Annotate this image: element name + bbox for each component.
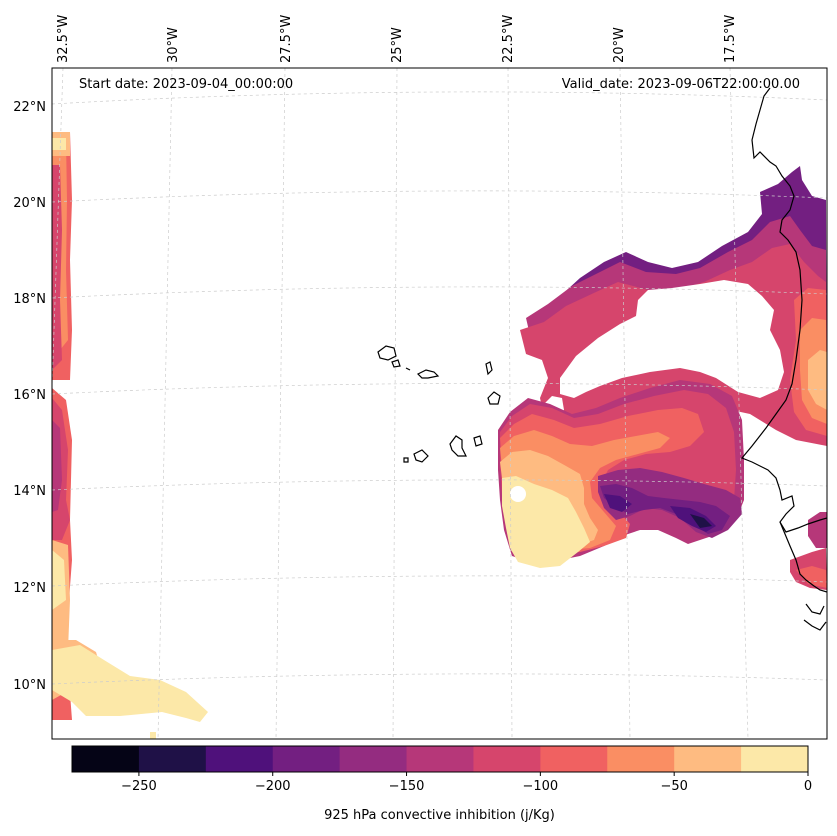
colorbar-tick-label: −250 bbox=[121, 779, 157, 794]
lat-label: 20°N bbox=[13, 196, 46, 211]
colorbar-tick-label: 0 bbox=[804, 779, 812, 794]
coastlines bbox=[377, 87, 827, 631]
colorbar-bin bbox=[473, 746, 541, 772]
colorbar-bin bbox=[741, 746, 809, 772]
cin-field-main bbox=[498, 166, 827, 568]
cin-field-bottom-left bbox=[52, 640, 208, 739]
lon-label: 17.5°W bbox=[723, 15, 738, 63]
cape-verde-sao-vicente bbox=[391, 359, 401, 368]
cape-verde-brava bbox=[403, 457, 409, 463]
colorbar-tick-label: −50 bbox=[660, 779, 687, 794]
lat-label: 22°N bbox=[13, 100, 46, 115]
lon-label: 25°W bbox=[390, 27, 405, 63]
lon-label: 32.5°W bbox=[56, 15, 71, 63]
colorbar-bin bbox=[406, 746, 474, 772]
longitude-labels: 32.5°W 30°W 27.5°W 25°W 22.5°W 20°W 17.5… bbox=[56, 15, 738, 63]
colorbar-bin bbox=[339, 746, 408, 772]
colorbar-bin bbox=[540, 746, 608, 772]
cape-verde-sao-nicolau bbox=[416, 369, 440, 379]
cape-verde-maio bbox=[473, 435, 483, 447]
colorbar-bin bbox=[607, 746, 675, 772]
west-africa-coastline bbox=[741, 87, 827, 533]
lat-label: 12°N bbox=[13, 581, 46, 596]
lat-label: 10°N bbox=[13, 678, 46, 693]
cape-verde-santo-antao bbox=[377, 345, 397, 361]
lat-label: 16°N bbox=[13, 388, 46, 403]
latitude-labels: 22°N 20°N 18°N 16°N 14°N 12°N 10°N bbox=[13, 100, 46, 693]
colorbar-bin bbox=[272, 746, 341, 772]
colorbar-bin bbox=[138, 746, 207, 772]
cape-verde-fogo bbox=[413, 449, 429, 463]
valid-date-label: Valid_date: 2023-09-06T22:00:00.00 bbox=[561, 77, 800, 92]
colorbar-bin bbox=[72, 746, 140, 772]
cape-verde-santiago bbox=[449, 435, 467, 457]
lon-label: 27.5°W bbox=[279, 15, 294, 63]
colorbar-bin bbox=[205, 746, 274, 772]
colorbar-bin bbox=[674, 746, 742, 772]
colorbar-tick-label: −200 bbox=[255, 779, 291, 794]
map-frame bbox=[51, 67, 828, 740]
cape-verde-boa-vista bbox=[487, 391, 501, 405]
lon-label: 22.5°W bbox=[501, 15, 516, 63]
gridlines bbox=[52, 68, 827, 739]
colorbar-tick-label: −150 bbox=[389, 779, 425, 794]
colorbar-tick-label: −100 bbox=[523, 779, 559, 794]
colorbar-frame bbox=[71, 745, 809, 773]
lat-label: 14°N bbox=[13, 484, 46, 499]
colorbar: −250 −200 −150 −100 −50 0 bbox=[71, 745, 812, 794]
cin-field-southeast bbox=[790, 512, 827, 590]
colorbar-label: 925 hPa convective inhibition (j/Kg) bbox=[324, 808, 555, 823]
lat-label: 18°N bbox=[13, 292, 46, 307]
lon-label: 20°W bbox=[612, 27, 627, 63]
start-date-label: Start date: 2023-09-04_00:00:00 bbox=[79, 77, 294, 92]
lon-label: 30°W bbox=[166, 27, 181, 63]
cape-verde-sal bbox=[485, 361, 493, 376]
